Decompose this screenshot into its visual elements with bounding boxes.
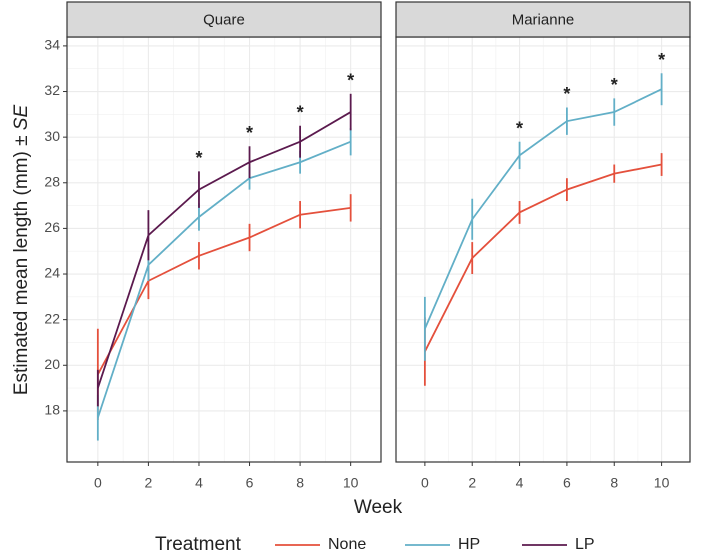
series-line <box>97 206 351 375</box>
x-tick-label: 8 <box>610 475 618 491</box>
legend-label: LP <box>575 536 595 553</box>
y-tick-label: 28 <box>44 173 60 189</box>
series-line <box>96 111 352 389</box>
y-tick-label: 34 <box>44 37 60 53</box>
x-tick-label: 6 <box>246 475 254 491</box>
x-tick-label: 0 <box>421 475 429 491</box>
significance-marker: * <box>246 123 253 143</box>
strip-title: Marianne <box>512 11 575 28</box>
legend-label: None <box>328 536 366 553</box>
legend-label: HP <box>458 536 480 553</box>
significance-marker: * <box>611 75 618 95</box>
significance-marker: * <box>563 84 570 104</box>
y-label-main: Estimated mean length (mm) ± <box>11 130 32 395</box>
legend-title: Treatment <box>155 534 242 555</box>
significance-marker: * <box>297 102 304 122</box>
y-tick-label: 18 <box>44 402 60 418</box>
series-line <box>424 163 662 352</box>
x-axis-label: Week <box>354 497 403 518</box>
x-tick-label: 4 <box>516 475 524 491</box>
series-line <box>96 140 352 419</box>
significance-marker: * <box>195 148 202 168</box>
x-tick-label: 2 <box>145 475 153 491</box>
x-tick-label: 0 <box>94 475 102 491</box>
strip <box>66 1 382 38</box>
y-label-italic: SE <box>11 105 32 131</box>
y-tick-label: 26 <box>44 219 60 235</box>
significance-marker: * <box>347 71 354 91</box>
y-tick-label: 20 <box>44 356 60 372</box>
strip-title: Quare <box>203 11 245 28</box>
strip <box>395 1 691 38</box>
y-tick-label: 32 <box>44 82 60 98</box>
x-tick-label: 8 <box>296 475 304 491</box>
x-tick-label: 6 <box>563 475 571 491</box>
significance-marker: * <box>658 50 665 70</box>
y-axis-label: Estimated mean length (mm) ± SE <box>11 105 32 396</box>
y-tick-label: 30 <box>44 128 60 144</box>
series-line <box>424 88 662 330</box>
significance-marker: * <box>516 118 523 138</box>
y-tick-label: 22 <box>44 310 60 326</box>
x-tick-label: 10 <box>654 475 670 491</box>
x-tick-label: 2 <box>468 475 476 491</box>
y-tick-label: 24 <box>44 265 60 281</box>
x-tick-label: 10 <box>343 475 359 491</box>
x-tick-label: 4 <box>195 475 203 491</box>
